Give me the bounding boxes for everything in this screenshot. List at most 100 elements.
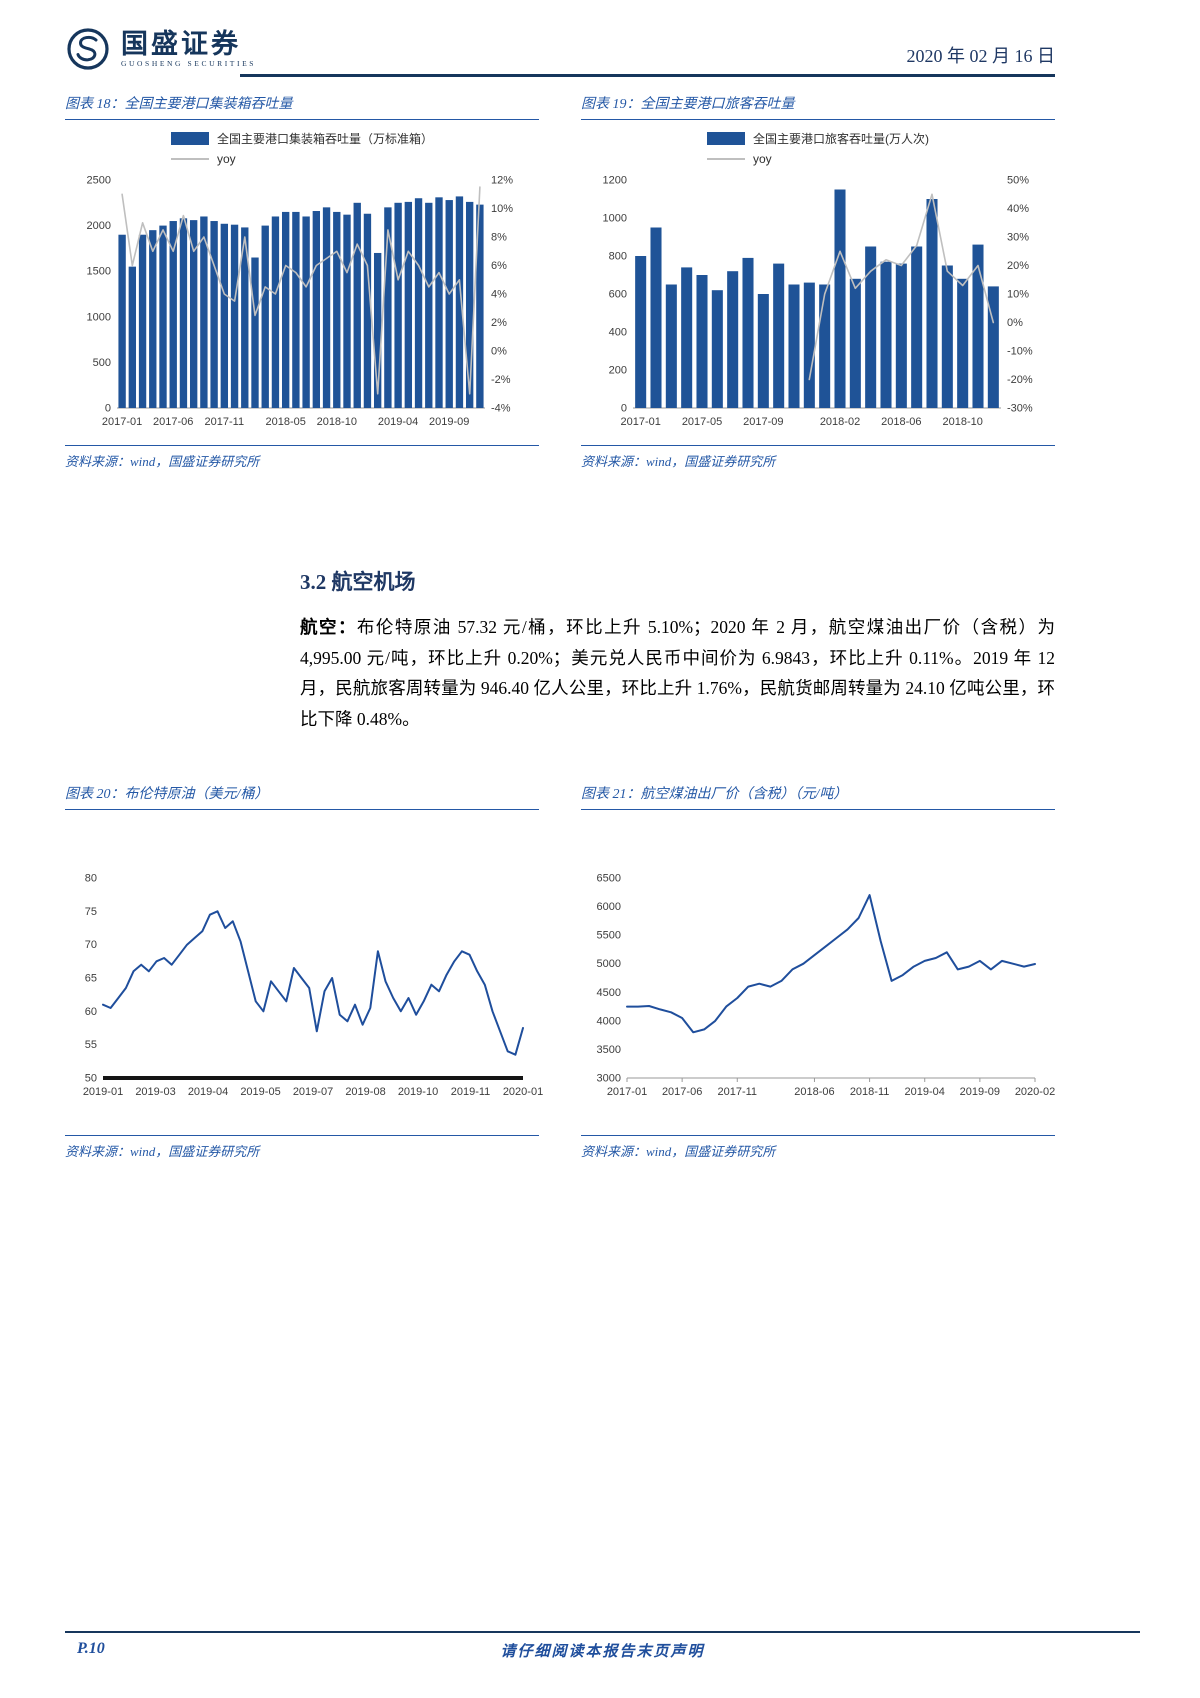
svg-text:400: 400 (609, 327, 627, 339)
figure-19-chart-container: 全国主要港口旅客吞吐量(万人次) yoy 0 200 400 600 800 1000 12… (581, 120, 1055, 445)
brand: 国盛证券 GUOSHENG SECURITIES (65, 26, 256, 72)
legend-line-label: yoy (753, 152, 772, 166)
figure-18-chart-container: 全国主要港口集装箱吞吐量（万标准箱） yoy 0 500 1000 1500 2000 2… (65, 120, 539, 445)
svg-text:2020-02: 2020-02 (1015, 1086, 1055, 1098)
svg-text:70: 70 (85, 939, 97, 951)
svg-text:2500: 2500 (87, 175, 111, 187)
svg-text:2018-10: 2018-10 (317, 416, 357, 428)
page-footer: P.10 请仔细阅读本报告末页声明 (65, 1631, 1140, 1662)
svg-text:10%: 10% (1007, 289, 1029, 301)
figure-18: 图表 18：全国主要港口集装箱吞吐量 全国主要港口集装箱吞吐量（万标准箱） yo… (65, 93, 539, 470)
svg-text:200: 200 (609, 365, 627, 377)
legend-bar-label: 全国主要港口集装箱吞吐量（万标准箱） (216, 132, 433, 146)
svg-text:4%: 4% (491, 289, 507, 301)
legend-line-swatch (707, 158, 745, 160)
svg-text:0: 0 (105, 403, 111, 415)
svg-text:20%: 20% (1007, 260, 1029, 272)
aviation-paragraph: 航空：布伦特原油 57.32 元/桶，环比上升 5.10%；2020 年 2 月… (300, 612, 1055, 735)
svg-text:2017-06: 2017-06 (153, 416, 193, 428)
top-figure-row: 图表 18：全国主要港口集装箱吞吐量 全国主要港口集装箱吞吐量（万标准箱） yo… (65, 93, 1055, 470)
footer-rule (65, 1631, 1140, 1633)
svg-text:10%: 10% (491, 203, 513, 215)
svg-text:8%: 8% (491, 232, 507, 244)
section-aviation: 3.2 航空机场 航空：布伦特原油 57.32 元/桶，环比上升 5.10%；2… (300, 566, 1055, 735)
svg-text:3500: 3500 (597, 1043, 621, 1055)
brand-subtitle: GUOSHENG SECURITIES (121, 59, 257, 69)
svg-text:2017-01: 2017-01 (620, 416, 660, 428)
svg-text:6500: 6500 (597, 872, 621, 884)
figure-21: 图表 21：航空煤油出厂价（含税）（元/吨） 3000 3500 4000 4500 5… (581, 783, 1055, 1160)
figure-19-title-rule (581, 119, 1055, 120)
svg-text:2017-06: 2017-06 (662, 1086, 702, 1098)
svg-text:2018-11: 2018-11 (850, 1086, 890, 1098)
figure-21-source: 资料来源：wind，国盛证券研究所 (581, 1143, 776, 1159)
port-container-throughput-chart: 0 500 1000 1500 2000 2500 -4% -2% 0% 2% 4% 6% 8% 10% 1… (87, 175, 514, 429)
svg-text:2019-03: 2019-03 (135, 1086, 175, 1098)
svg-text:50: 50 (85, 1072, 97, 1084)
svg-text:60: 60 (85, 1005, 97, 1017)
figure-20-source: 资料来源：wind，国盛证券研究所 (65, 1143, 260, 1159)
svg-text:2017-11: 2017-11 (205, 416, 245, 428)
page-header: 国盛证券 GUOSHENG SECURITIES 2020 年 02 月 16 … (65, 26, 1055, 72)
svg-text:2019-09: 2019-09 (429, 416, 469, 428)
figure-18-source: 资料来源：wind，国盛证券研究所 (65, 454, 260, 469)
svg-text:2018-05: 2018-05 (265, 416, 305, 428)
legend-bar-swatch (170, 132, 209, 145)
svg-text:2019-04: 2019-04 (378, 416, 418, 428)
svg-text:800: 800 (609, 251, 627, 263)
svg-text:2018-10: 2018-10 (942, 416, 982, 428)
svg-text:2019-09: 2019-09 (960, 1086, 1000, 1098)
legend-line-label: yoy (216, 152, 236, 166)
figure-20-source-rule (65, 1134, 539, 1136)
svg-text:2019-04: 2019-04 (905, 1086, 945, 1098)
legend-bar-swatch (707, 132, 745, 145)
svg-text:1200: 1200 (603, 175, 627, 187)
svg-text:40%: 40% (1007, 203, 1029, 215)
figure-20-chart-container: 50 55 60 65 70 75 80 2019-01 2019-03 2019-04 2019-… (65, 810, 543, 1135)
svg-text:6000: 6000 (597, 901, 621, 913)
figure-18-title-rule (65, 119, 539, 120)
paragraph-body: 布伦特原油 57.32 元/桶，环比上升 5.10%；2020 年 2 月，航空… (300, 617, 1055, 729)
brand-name: 国盛证券 (121, 28, 241, 59)
figure-20-title-rule (65, 808, 539, 810)
svg-text:2019-07: 2019-07 (293, 1086, 333, 1098)
footer-row: P.10 请仔细阅读本报告末页声明 (65, 1640, 1140, 1662)
svg-text:-4%: -4% (491, 403, 511, 415)
svg-text:65: 65 (85, 972, 97, 984)
figure-21-title: 图表 21：航空煤油出厂价（含税）（元/吨） (581, 786, 848, 802)
jet-fuel-price-chart: 3000 3500 4000 4500 5000 5500 6000 6500 2017-01 2… (597, 872, 1056, 1098)
svg-text:2017-11: 2017-11 (717, 1086, 757, 1098)
figure-19: 图表 19：全国主要港口旅客吞吐量 全国主要港口旅客吞吐量(万人次) yoy 0 (581, 93, 1055, 470)
svg-text:6%: 6% (491, 260, 507, 272)
svg-text:2018-02: 2018-02 (820, 416, 860, 428)
figure-21-title-rule (581, 808, 1055, 810)
svg-text:2017-09: 2017-09 (743, 416, 783, 428)
page-number: P.10 (77, 1640, 105, 1657)
svg-text:1000: 1000 (603, 213, 627, 225)
legend-row-yoy: yoy (707, 152, 929, 166)
guosheng-logo-icon (67, 28, 109, 70)
figure-18-source-rule (65, 445, 539, 446)
svg-text:2020-01: 2020-01 (503, 1086, 543, 1098)
svg-text:12%: 12% (491, 175, 513, 187)
legend-line-swatch (170, 158, 209, 160)
figure-18-title: 图表 18：全国主要港口集装箱吞吐量 (65, 97, 293, 112)
svg-text:-30%: -30% (1007, 403, 1033, 415)
legend-row-bars: 全国主要港口集装箱吞吐量（万标准箱） (170, 130, 433, 147)
figure-19-source-rule (581, 445, 1055, 446)
figure-21-chart-container: 3000 3500 4000 4500 5000 5500 6000 6500 2017-01 2… (581, 810, 1056, 1135)
port-passenger-throughput-chart: 0 200 400 600 800 1000 1200 -30% -20% -10% 0% 10% 20… (603, 175, 1033, 429)
svg-text:1000: 1000 (87, 311, 111, 323)
section-heading: 3.2 航空机场 (300, 570, 416, 594)
svg-text:2019-10: 2019-10 (398, 1086, 438, 1098)
figure-18-legend: 全国主要港口集装箱吞吐量（万标准箱） yoy (170, 130, 433, 166)
brent-crude-chart: 50 55 60 65 70 75 80 2019-01 2019-03 2019-04 2019-… (83, 872, 543, 1098)
figure-19-title: 图表 19：全国主要港口旅客吞吐量 (581, 97, 795, 112)
svg-text:3000: 3000 (597, 1072, 621, 1084)
header-rule (240, 74, 1055, 77)
report-date: 2020 年 02 月 16 日 (906, 46, 1056, 66)
figure-20: 图表 20：布伦特原油（美元/桶） 50 55 60 65 70 75 80 2019-01 2… (65, 783, 543, 1160)
brand-text: 国盛证券 GUOSHENG SECURITIES (121, 28, 257, 69)
svg-text:80: 80 (85, 872, 97, 884)
